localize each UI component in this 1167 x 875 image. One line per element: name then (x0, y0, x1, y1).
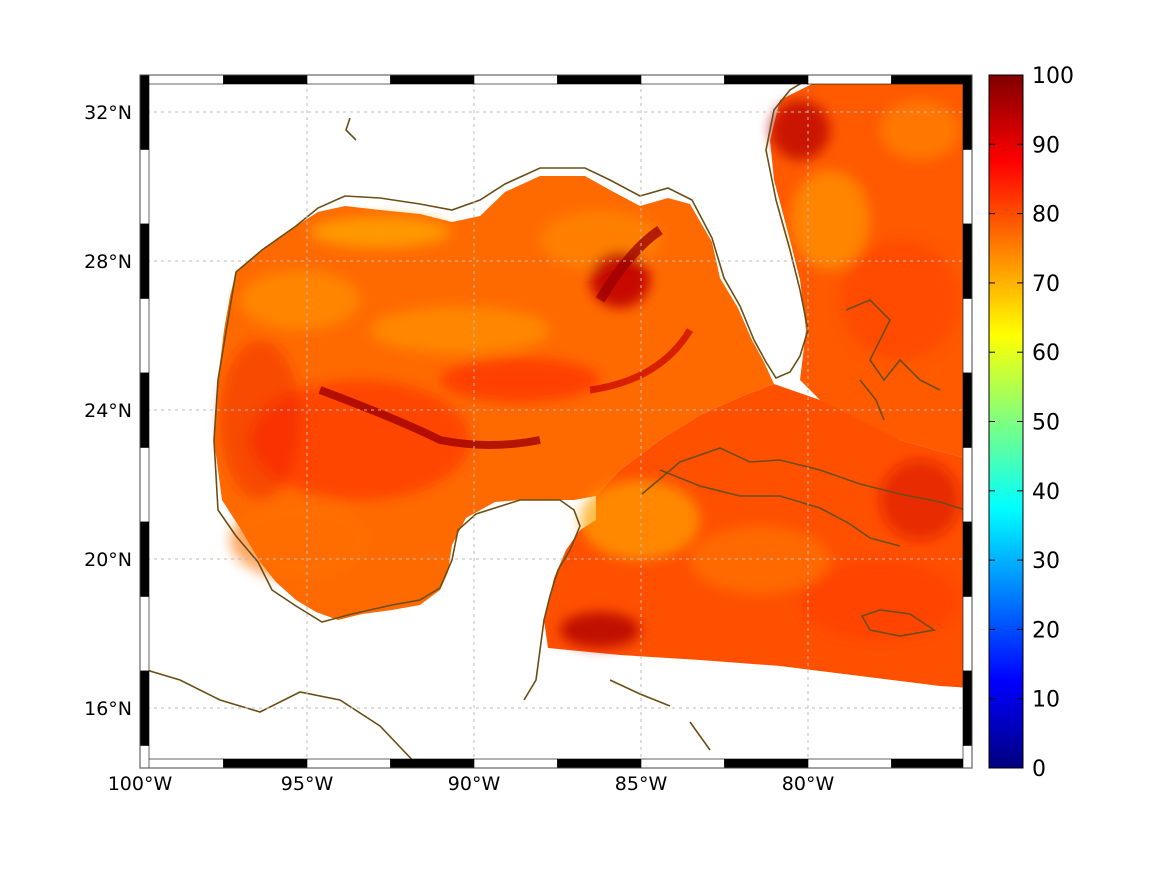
frame-segment (557, 74, 642, 85)
frame-segment (139, 670, 150, 746)
frame-segment (962, 596, 973, 672)
frame-segment (724, 74, 809, 85)
frame-segment (473, 74, 558, 85)
lat-tick-label: 28°N (84, 251, 132, 273)
lat-tick-label: 24°N (84, 400, 132, 422)
frame-segment (390, 758, 475, 769)
frame-segment (891, 74, 973, 85)
colorbar-tick-label: 40 (1032, 480, 1060, 505)
colorbar-tick-label: 70 (1032, 272, 1060, 297)
frame-segment (139, 521, 150, 597)
colorbar-ticks: 0 10 20 30 40 50 60 70 80 90 100 (989, 64, 1074, 782)
frame-segment (139, 149, 150, 225)
lat-tick-label: 32°N (84, 102, 132, 124)
frame-segment (139, 447, 150, 523)
frame-segment (891, 758, 973, 769)
frame-segment (807, 74, 892, 85)
frame-segment (390, 74, 475, 85)
frame-segment (557, 758, 642, 769)
colorbar-tick-label: 100 (1032, 64, 1074, 89)
latitude-labels: 16°N 20°N 24°N 28°N 32°N (84, 102, 132, 720)
frame-segment (962, 298, 973, 374)
frame-segment (640, 74, 725, 85)
frame-segment (962, 223, 973, 299)
dark-streak (318, 386, 541, 449)
longitude-labels: 100°W 95°W 90°W 85°W 80°W (108, 773, 835, 795)
frame-segment (640, 758, 725, 769)
frame-segment (223, 758, 308, 769)
map-axes: 100°W 95°W 90°W 85°W 80°W 16°N 20°N 24°N 28°N 32… (84, 74, 973, 795)
lon-tick-label: 90°W (448, 773, 501, 795)
frame-segment (962, 521, 973, 597)
frame-segment (306, 74, 391, 85)
colorbar-tick-label: 60 (1032, 341, 1060, 366)
colorbar-tick-label: 30 (1032, 549, 1060, 574)
frame-segment (306, 758, 391, 769)
lon-tick-label: 80°W (782, 773, 835, 795)
lat-tick-label: 20°N (84, 549, 132, 571)
map-frame (139, 74, 973, 769)
frame-segment (139, 372, 150, 448)
colorbar-tick-label: 20 (1032, 618, 1060, 643)
lat-tick-label: 16°N (84, 698, 132, 720)
frame-segment (139, 745, 150, 769)
frame-segment (223, 74, 308, 85)
frame-segment (962, 149, 973, 225)
colorbar-tick-label: 10 (1032, 688, 1060, 713)
frame-segment (724, 758, 809, 769)
frame-segment (139, 223, 150, 299)
frame-segment (962, 745, 973, 769)
frame-segment (962, 372, 973, 448)
dark-streak (589, 328, 694, 394)
frame-segment (962, 670, 973, 746)
colorbar-tick-label: 90 (1032, 133, 1060, 158)
frame-segment (139, 596, 150, 672)
lon-tick-label: 100°W (108, 773, 173, 795)
frame-segment (473, 758, 558, 769)
data-field (140, 75, 972, 768)
map-outline-outer (139, 74, 973, 769)
colorbar-tick-label: 0 (1032, 757, 1046, 782)
frame-segment (962, 74, 973, 150)
frame-segment (807, 758, 892, 769)
frame-segment (139, 74, 150, 150)
frame-segment (139, 74, 224, 85)
dark-streak (595, 225, 663, 303)
grid-lines (140, 75, 972, 768)
colorbar-tick-label: 50 (1032, 411, 1060, 436)
lon-tick-label: 95°W (281, 773, 334, 795)
frame-segment (139, 298, 150, 374)
colorbar-tick-label: 80 (1032, 203, 1060, 228)
frame-segment (962, 447, 973, 523)
coastlines (140, 75, 972, 768)
lon-tick-label: 85°W (615, 773, 668, 795)
colorbar: 0 10 20 30 40 50 60 70 80 90 100 (988, 64, 1074, 782)
frame-segment (139, 758, 224, 769)
